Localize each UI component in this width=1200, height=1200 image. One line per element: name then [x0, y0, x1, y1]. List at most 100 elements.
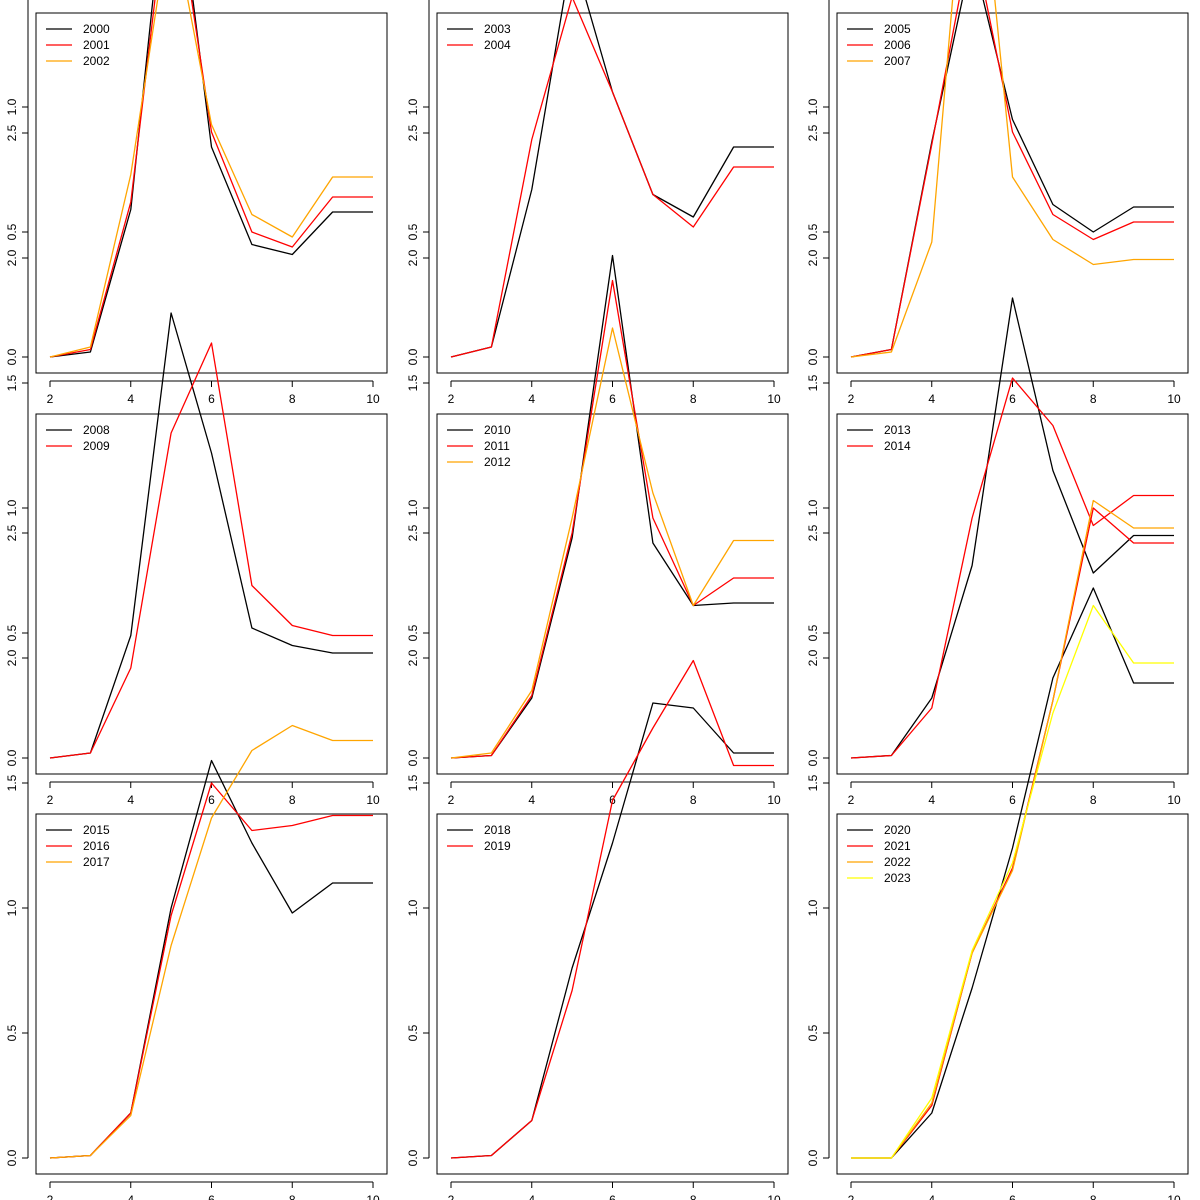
x-tick-label: 4	[928, 793, 935, 807]
series-line-2013	[850, 297, 1174, 759]
legend-label: 2003	[484, 22, 511, 36]
panel-2: 2 4 6 8 10 0.0 0.5 1.0 1.5 2.0 2.5 2003 2004	[406, 0, 789, 406]
y-tick-label: 0.0	[806, 348, 820, 365]
y-tick-label: 0.5	[406, 223, 420, 240]
x-tick-label: 2	[848, 1193, 855, 1200]
plot-frame	[436, 12, 789, 374]
y-tick-label: 2.5	[5, 124, 19, 141]
y-tick-label: 0.0	[406, 749, 420, 766]
legend-label: 2006	[884, 38, 911, 52]
y-tick-label: 0.5	[5, 624, 19, 641]
legend-label: 2022	[884, 855, 911, 869]
x-tick-label: 8	[1090, 793, 1097, 807]
x-tick-label: 6	[1009, 392, 1016, 406]
x-tick-label: 10	[366, 793, 380, 807]
legend: 2010 2011 2012	[447, 423, 511, 469]
legend: 2008 2009	[46, 423, 110, 453]
y-tick-label: 2.0	[406, 649, 420, 666]
legend: 2003 2004	[447, 22, 511, 52]
y-tick-label: 2.0	[806, 649, 820, 666]
x-tick-label: 2	[47, 793, 54, 807]
series-line-2004	[450, 0, 774, 358]
y-tick-label: 0.5	[806, 223, 820, 240]
y-tick-label: 1.5	[406, 774, 420, 791]
y-tick-label: 2.5	[406, 524, 420, 541]
x-tick-label: 6	[1009, 793, 1016, 807]
y-tick-label: 0.0	[806, 1149, 820, 1166]
x-tick-label: 6	[609, 392, 616, 406]
x-tick-label: 2	[47, 1193, 54, 1200]
x-tick-label: 10	[366, 392, 380, 406]
legend: 2015 2016 2017	[46, 823, 110, 869]
x-tick-label: 8	[1090, 1193, 1097, 1200]
x-tick-label: 6	[1009, 1193, 1016, 1200]
x-tick-label: 10	[366, 1193, 380, 1200]
y-tick-label: 1.0	[406, 499, 420, 516]
x-tick-label: 2	[448, 793, 455, 807]
x-tick-label: 10	[1167, 392, 1181, 406]
panel-3: 2 4 6 8 10 0.0 0.5 1.0 1.5 2.0 2.5 2005 2006 2007	[806, 0, 1189, 406]
legend-label: 2014	[884, 439, 911, 453]
legend-label: 2004	[484, 38, 511, 52]
y-tick-label: 1.0	[5, 98, 19, 115]
y-tick-label: 1.0	[806, 899, 820, 916]
x-tick-label: 2	[47, 392, 54, 406]
x-tick-label: 8	[289, 1193, 296, 1200]
y-tick-label: 2.0	[5, 649, 19, 666]
panel-8: 2 4 6 8 10 0.0 0.5 1.0 1.5 2.0 2.5 2018 2019	[406, 524, 789, 1200]
panel-6: 2 4 6 8 10 0.0 0.5 1.0 1.5 2.0 2.5 2013 2014	[806, 124, 1189, 807]
y-tick-label: 1.0	[406, 899, 420, 916]
x-tick-label: 2	[448, 392, 455, 406]
plot-frame	[836, 413, 1189, 775]
x-tick-label: 10	[1167, 793, 1181, 807]
y-tick-label: 1.0	[806, 499, 820, 516]
x-tick-label: 8	[289, 793, 296, 807]
legend-label: 2018	[484, 823, 511, 837]
legend-label: 2019	[484, 839, 511, 853]
series-line-2008	[49, 312, 373, 759]
y-tick-label: 0.5	[806, 1024, 820, 1041]
legend-label: 2009	[83, 439, 110, 453]
series-line-2000	[49, 0, 373, 358]
y-tick-label: 2.5	[806, 124, 820, 141]
x-tick-label: 8	[1090, 392, 1097, 406]
x-tick-label: 10	[1167, 1193, 1181, 1200]
legend: 2018 2019	[447, 823, 511, 853]
legend-label: 2017	[83, 855, 110, 869]
y-tick-label: 0.5	[806, 624, 820, 641]
series-line-2023	[851, 604, 1174, 1159]
y-tick-label: 2.5	[5, 524, 19, 541]
x-tick-label: 4	[127, 1193, 134, 1200]
legend-label: 2016	[83, 839, 110, 853]
panel-1: 2 4 6 8 10 0.0 0.5 1.0 1.5 2.0 2.5 2000 2001 2002	[5, 0, 388, 406]
legend: 2005 2006 2007	[847, 22, 911, 68]
plot-frame	[35, 813, 388, 1175]
y-tick-label: 1.5	[806, 774, 820, 791]
series-line-2020	[851, 587, 1174, 1159]
legend-label: 2023	[884, 871, 911, 885]
plot-frame	[836, 813, 1189, 1175]
series-line-2018	[450, 702, 774, 1159]
x-tick-label: 8	[289, 392, 296, 406]
y-tick-label: 0.0	[406, 1149, 420, 1166]
plot-frame	[436, 413, 789, 775]
series-line-2019	[450, 659, 774, 1159]
x-tick-label: 10	[767, 1193, 781, 1200]
x-tick-label: 10	[767, 392, 781, 406]
legend-label: 2020	[884, 823, 911, 837]
y-tick-label: 1.0	[406, 98, 420, 115]
y-tick-label: 0.0	[406, 348, 420, 365]
panel-7: 2 4 6 8 10 0.0 0.5 1.0 1.5 2.0 2.5 2015 2016 2017	[5, 524, 388, 1200]
y-tick-label: 1.0	[806, 98, 820, 115]
legend-label: 2015	[83, 823, 110, 837]
x-tick-label: 4	[528, 392, 535, 406]
legend-label: 2012	[484, 455, 511, 469]
y-tick-label: 2.5	[406, 124, 420, 141]
legend: 2020 2021 2022 2023	[847, 823, 911, 885]
y-tick-label: 2.0	[406, 249, 420, 266]
y-tick-label: 0.5	[406, 624, 420, 641]
y-tick-label: 0.5	[406, 1024, 420, 1041]
x-tick-label: 4	[528, 1193, 535, 1200]
series-line-2009	[49, 342, 373, 759]
y-tick-label: 1.5	[5, 374, 19, 391]
